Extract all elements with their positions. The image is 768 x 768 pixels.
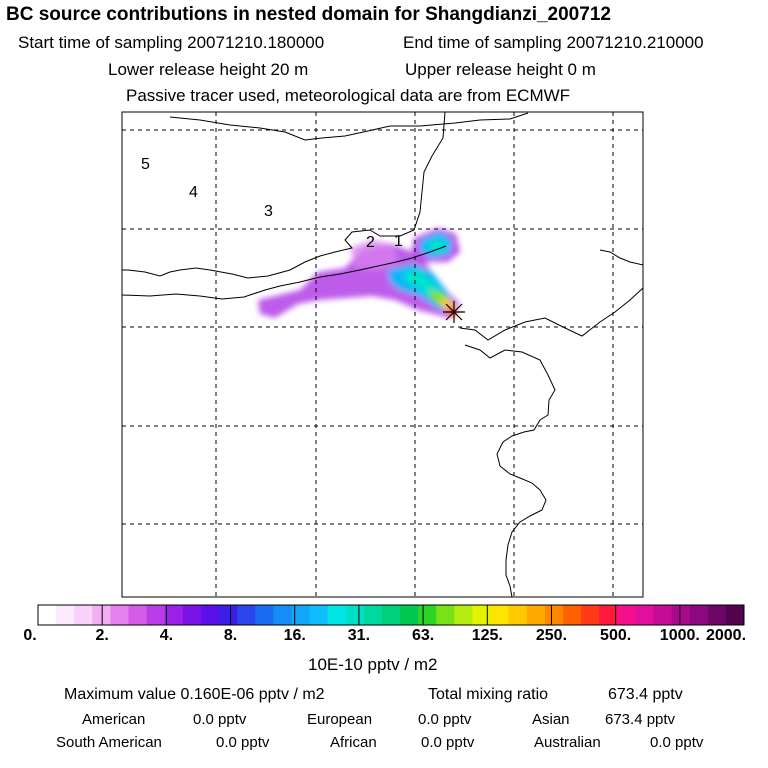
colorbar-swatch bbox=[490, 605, 510, 625]
region-african-value: 0.0 pptv bbox=[421, 734, 475, 751]
colorbar-tick-label: 0. bbox=[23, 627, 37, 644]
colorbar-swatch bbox=[436, 605, 455, 625]
colorbar-swatch bbox=[544, 605, 564, 625]
colorbar-tick-label: 16. bbox=[283, 627, 306, 644]
colorbar-tick-label: 2000. bbox=[705, 627, 747, 644]
colorbar-tick-label: 250. bbox=[535, 627, 568, 644]
colorbar-swatch bbox=[38, 605, 57, 625]
colorbar-swatch bbox=[725, 605, 745, 625]
upper-release-height-label: Upper release height 0 m bbox=[405, 60, 596, 79]
total-mixing-ratio-label: Total mixing ratio bbox=[428, 686, 549, 703]
day-marker-1: 1 bbox=[394, 233, 403, 250]
colorbar-tick-label: 8. bbox=[223, 627, 238, 644]
colorbar-tick-label: 125. bbox=[471, 627, 503, 644]
colorbar-swatch bbox=[146, 605, 166, 625]
total-mixing-ratio-value: 673.4 pptv bbox=[608, 686, 683, 703]
day-marker-5: 5 bbox=[141, 156, 150, 173]
map-frame bbox=[121, 111, 644, 598]
colorbar-swatch bbox=[273, 605, 292, 625]
colorbar-swatch bbox=[562, 605, 582, 625]
region-american-value: 0.0 pptv bbox=[193, 711, 247, 728]
colorbar-swatch bbox=[671, 605, 691, 625]
colorbar-swatch bbox=[255, 605, 274, 625]
colorbar-tick-label: 500. bbox=[600, 627, 632, 644]
day-marker-2: 2 bbox=[366, 234, 375, 251]
colorbar-swatch bbox=[110, 605, 130, 625]
colorbar-swatch bbox=[237, 605, 256, 625]
lat-lon-grid bbox=[122, 112, 643, 597]
colorbar-tick-label: 4. bbox=[159, 627, 174, 644]
colorbar-tick-label: 31. bbox=[347, 627, 371, 644]
region-african-name: African bbox=[330, 734, 377, 751]
colorbar-swatch bbox=[182, 605, 202, 625]
colorbar-swatch bbox=[454, 605, 473, 625]
day-marker-3: 3 bbox=[264, 203, 273, 220]
colorbar-swatch bbox=[400, 605, 419, 625]
start-time-label: Start time of sampling 20071210.180000 bbox=[18, 33, 325, 52]
colorbar-swatch bbox=[92, 605, 111, 625]
end-time-label: End time of sampling 20071210.210000 bbox=[403, 33, 704, 52]
colorbar-swatch bbox=[617, 605, 636, 625]
colorbar-swatch bbox=[381, 605, 401, 625]
colorbar-frame bbox=[37, 604, 745, 626]
colorbar-swatch bbox=[128, 605, 148, 625]
day-marker-4: 4 bbox=[189, 184, 198, 201]
colorbar-swatch bbox=[418, 605, 437, 625]
colorbar-swatch bbox=[219, 605, 238, 625]
colorbar-swatch bbox=[363, 605, 383, 625]
region-asian-name: Asian bbox=[532, 711, 570, 728]
plume-field bbox=[258, 228, 460, 318]
colorbar bbox=[37, 604, 745, 626]
region-european-value: 0.0 pptv bbox=[418, 711, 472, 728]
colorbar-tick-label: 2. bbox=[95, 627, 109, 644]
colorbar-swatch bbox=[689, 605, 709, 625]
region-american-name: American bbox=[82, 711, 146, 728]
colorbar-swatch bbox=[599, 605, 618, 625]
receptor-star-icon bbox=[443, 301, 465, 323]
colorbar-swatch bbox=[581, 605, 600, 625]
region-australian-value: 0.0 pptv bbox=[650, 734, 704, 751]
maximum-value-label: Maximum value 0.160E-06 pptv / m2 bbox=[64, 686, 325, 703]
colorbar-swatch bbox=[327, 605, 347, 625]
colorbar-swatch bbox=[635, 605, 654, 625]
region-european-name: European bbox=[307, 711, 373, 728]
colorbar-swatch bbox=[472, 605, 492, 625]
colorbar-swatch bbox=[309, 605, 329, 625]
colorbar-swatch bbox=[74, 605, 93, 625]
region-asian-value: 673.4 pptv bbox=[605, 711, 676, 728]
colorbar-unit-label: 10E-10 pptv / m2 bbox=[308, 655, 438, 674]
colorbar-swatch bbox=[291, 605, 311, 625]
colorbar-swatch bbox=[200, 605, 220, 625]
map-title: BC source contributions in nested domain… bbox=[6, 4, 611, 25]
colorbar-swatch bbox=[526, 605, 546, 625]
colorbar-tick-label: 63. bbox=[411, 627, 435, 644]
coastlines bbox=[121, 111, 644, 598]
colorbar-tick-label: 1000. bbox=[659, 627, 700, 644]
colorbar-swatch bbox=[508, 605, 528, 625]
colorbar-swatch bbox=[707, 605, 727, 625]
colorbar-swatch bbox=[56, 605, 75, 625]
region-south-american-value: 0.0 pptv bbox=[216, 734, 270, 751]
tracer-note: Passive tracer used, meteorological data… bbox=[126, 86, 571, 105]
lower-release-height-label: Lower release height 20 m bbox=[108, 60, 309, 79]
region-south-american-name: South American bbox=[56, 734, 162, 751]
colorbar-swatch bbox=[345, 605, 365, 625]
region-australian-name: Australian bbox=[534, 734, 601, 751]
colorbar-swatch bbox=[164, 605, 184, 625]
colorbar-swatch bbox=[653, 605, 673, 625]
